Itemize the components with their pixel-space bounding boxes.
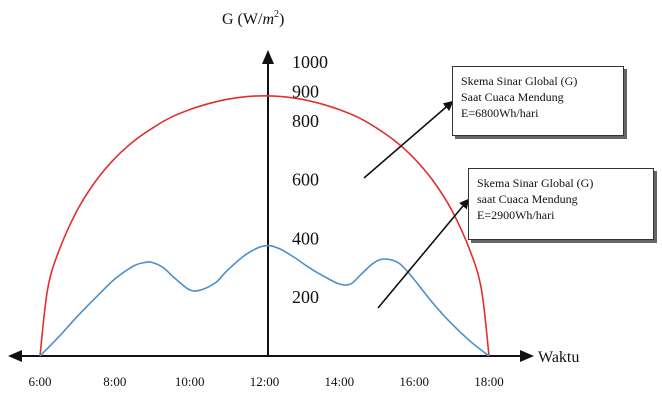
y-axis-arrow	[262, 50, 274, 64]
annotation-1-line-2: Saat Cuaca Mendung	[461, 90, 564, 104]
annotation-1-line-3: E=6800Wh/hari	[461, 106, 539, 120]
series-line-2	[39, 244, 490, 357]
annotation-box-2: Skema Sinar Global (G) saat Cuaca Mendun…	[468, 168, 654, 240]
y-tick-label: 400	[292, 228, 319, 248]
x-tick-label: 8:00	[103, 374, 126, 389]
annotation-arrow-2	[377, 198, 470, 309]
x-tick-label: 16:00	[399, 374, 429, 389]
y-tick-label: 200	[292, 287, 319, 307]
y-tick-label: 600	[292, 170, 319, 190]
x-axis-right-arrow	[520, 350, 534, 362]
x-axis-left-arrow	[8, 350, 22, 362]
y-tick-label: 800	[292, 111, 319, 131]
y-tick-label: 1000	[292, 52, 328, 72]
x-tick-label: 18:00	[474, 374, 504, 389]
annotation-arrow-1	[363, 100, 454, 179]
annotation-2-line-3: E=2900Wh/hari	[477, 208, 555, 222]
y-tick-label: 900	[292, 81, 319, 101]
y-axis-label: G (W/m2)	[222, 9, 284, 28]
x-tick-label: 14:00	[324, 374, 354, 389]
annotation-1-line-1: Skema Sinar Global (G)	[461, 74, 578, 88]
x-axis-label: Waktu	[538, 349, 579, 366]
x-tick-label: 10:00	[175, 374, 205, 389]
x-tick-label: 12:00	[250, 374, 280, 389]
annotation-2-line-2: saat Cuaca Mendung	[477, 192, 578, 206]
x-tick-label: 6:00	[28, 374, 51, 389]
annotation-box-1: Skema Sinar Global (G) Saat Cuaca Mendun…	[452, 66, 624, 136]
series-line-1	[39, 94, 490, 357]
annotation-2-line-1: Skema Sinar Global (G)	[477, 176, 594, 190]
